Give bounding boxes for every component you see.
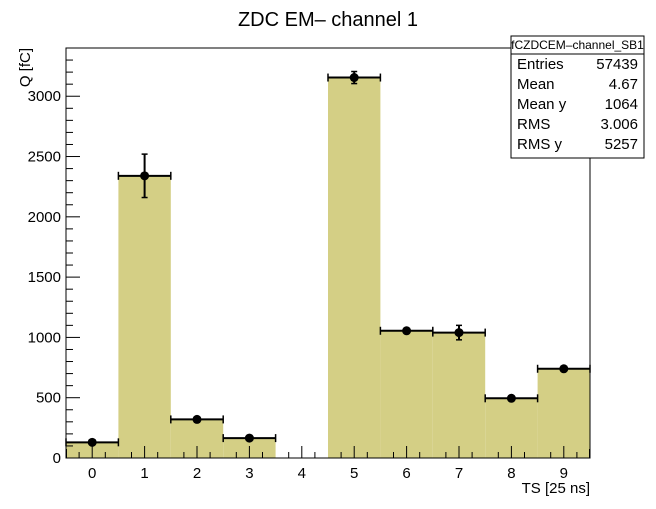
- points-layer: [65, 70, 591, 447]
- x-tick-label: 5: [350, 465, 358, 482]
- stats-label: Mean: [517, 76, 555, 93]
- y-axis-title: Q [fC]: [17, 48, 34, 87]
- x-tick-label: 2: [193, 465, 201, 482]
- y-tick-label: 0: [53, 450, 61, 467]
- stats-value: 1064: [605, 96, 638, 113]
- x-tick-label: 6: [402, 465, 410, 482]
- y-tick-label: 2500: [28, 149, 61, 166]
- data-point: [402, 326, 412, 336]
- y-tick-label: 1000: [28, 329, 61, 346]
- bars-layer: [66, 77, 590, 458]
- y-tick-label: 500: [36, 390, 61, 407]
- stats-label: Mean y: [517, 96, 567, 113]
- y-tick-label: 1500: [28, 269, 61, 286]
- x-tick-label: 7: [455, 465, 463, 482]
- stats-box-frame: [510, 35, 645, 159]
- y-tick-label: 2000: [28, 209, 61, 226]
- data-point: [244, 433, 254, 443]
- stats-value: 5257: [605, 136, 638, 153]
- data-point: [349, 73, 359, 83]
- x-tick-label: 1: [140, 465, 148, 482]
- data-point: [559, 364, 569, 374]
- stats-label: Entries: [517, 56, 564, 73]
- x-tick-label: 8: [507, 465, 515, 482]
- chart-title: ZDC EM– channel 1: [238, 9, 418, 31]
- data-point: [454, 328, 464, 338]
- y-tick-label: 3000: [28, 88, 61, 105]
- histogram-bar: [328, 77, 381, 458]
- stats-box-name: fCZDCEM–channel_SB1: [511, 38, 644, 52]
- histogram-bar: [380, 330, 433, 458]
- x-tick-label: 0: [88, 465, 96, 482]
- x-tick-label: 4: [298, 465, 306, 482]
- x-axis-title: TS [25 ns]: [522, 480, 590, 497]
- data-point: [192, 414, 202, 424]
- stats-value: 57439: [596, 56, 638, 73]
- histogram-bar: [537, 368, 590, 458]
- x-axis: 0 1 2 3 4 5 6 7 8 9: [66, 446, 590, 482]
- data-point: [140, 171, 150, 181]
- stats-box: fCZDCEM–channel_SB1 Entries 57439 Mean 4.67 M…: [510, 35, 645, 159]
- x-tick-label: 3: [245, 465, 253, 482]
- stats-value: 3.006: [600, 116, 638, 133]
- x-tick-label: 9: [560, 465, 568, 482]
- stats-value: 4.67: [609, 76, 638, 93]
- histogram-bar: [118, 175, 171, 458]
- data-point: [506, 393, 516, 403]
- y-axis: 0 500 1000 1500 2000 2500 3000: [28, 47, 80, 467]
- stats-label: RMS: [517, 116, 550, 133]
- histogram-bar: [432, 332, 486, 458]
- data-point: [87, 437, 97, 447]
- stats-label: RMS y: [517, 136, 563, 153]
